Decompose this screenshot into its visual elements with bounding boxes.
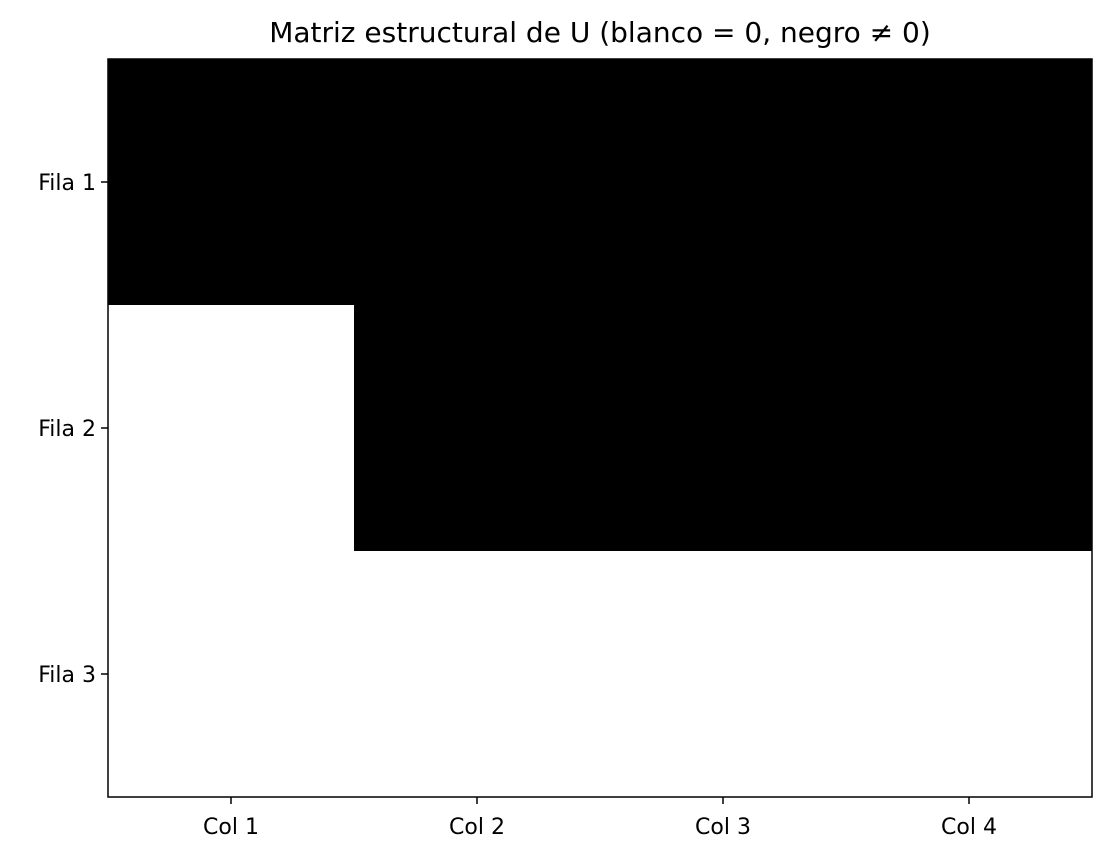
matrix-cell: [600, 59, 847, 306]
x-tick-label: Col 4: [941, 815, 997, 840]
x-axis: Col 1 Col 2 Col 3 Col 4: [203, 797, 997, 840]
x-tick-label: Col 2: [449, 815, 505, 840]
x-tick-label: Col 1: [203, 815, 259, 840]
matrix-cell: [600, 551, 847, 798]
y-axis: Fila 1 Fila 2 Fila 3: [38, 171, 108, 688]
matrix-cell: [354, 551, 601, 798]
chart-title: Matriz estructural de U (blanco = 0, neg…: [269, 16, 931, 49]
matrix-cell: [108, 59, 355, 306]
matrix-cell: [846, 305, 1093, 552]
matrix-cell: [600, 305, 847, 552]
y-tick-label: Fila 2: [38, 417, 96, 442]
matrix-cell: [108, 305, 355, 552]
matrix-cell: [354, 59, 601, 306]
matrix-cells: [108, 59, 1093, 798]
matrix-cell: [846, 59, 1093, 306]
y-tick-label: Fila 3: [38, 663, 96, 688]
x-tick-label: Col 3: [695, 815, 751, 840]
y-tick-label: Fila 1: [38, 171, 96, 196]
matrix-cell: [108, 551, 355, 798]
matrix-cell: [354, 305, 601, 552]
matrix-cell: [846, 551, 1093, 798]
